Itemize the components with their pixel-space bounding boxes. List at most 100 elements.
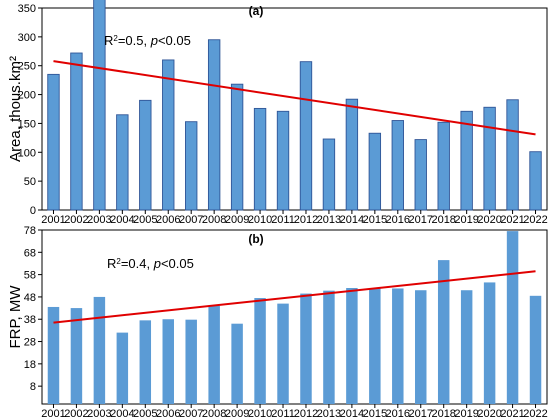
bar	[253, 107, 267, 211]
bar	[460, 110, 473, 211]
bar	[254, 298, 266, 404]
trend-line	[53, 270, 536, 324]
x-tick-label: 2002	[64, 214, 88, 226]
x-tick-label: 2003	[87, 214, 111, 226]
bar	[208, 305, 220, 404]
y-tick-label: 300	[18, 32, 36, 44]
x-tick-label: 2012	[294, 214, 318, 226]
x-tick-label: 2005	[133, 408, 157, 420]
bar	[70, 308, 83, 404]
bar	[483, 106, 496, 211]
x-tick-label: 2007	[179, 214, 203, 226]
bar	[437, 260, 450, 404]
bar	[93, 0, 106, 211]
panel-label: (a)	[249, 4, 264, 18]
bar	[300, 293, 312, 404]
y-tick-label: 58	[24, 270, 36, 282]
bar	[369, 288, 381, 404]
y-tick-label: 0	[30, 205, 36, 217]
y-tick-label: 18	[24, 359, 36, 371]
bar	[506, 99, 519, 211]
bar	[230, 83, 244, 211]
y-tick-label: 50	[24, 176, 36, 188]
y-axis-title: Area, thous.km²	[7, 56, 24, 162]
x-tick-label: 2019	[454, 408, 478, 420]
bar	[276, 110, 290, 211]
x-tick-label: 2010	[248, 214, 272, 226]
x-tick-label: 2022	[523, 214, 547, 226]
x-tick-label: 2020	[477, 408, 501, 420]
y-axis-title: FRP, MW	[7, 285, 24, 349]
bar	[299, 61, 313, 211]
y-tick-label: 38	[24, 314, 36, 326]
x-tick-label: 2006	[156, 408, 180, 420]
x-tick-label: 2007	[179, 408, 203, 420]
plot-frame	[41, 7, 548, 211]
bar	[322, 138, 336, 211]
x-tick-label: 2012	[294, 408, 318, 420]
bar	[47, 306, 60, 404]
stats-annotation: R2=0.4, p<0.05	[107, 256, 194, 271]
x-tick-label: 2016	[386, 214, 410, 226]
bar	[460, 290, 473, 404]
x-tick-label: 2017	[409, 214, 433, 226]
x-tick-label: 2004	[110, 214, 134, 226]
stats-annotation: R2=0.5, p<0.05	[104, 33, 191, 48]
plot-frame	[41, 229, 548, 405]
y-tick-label: 100	[18, 147, 36, 159]
chart-panel-a: 0501001502002503003502001200220032004200…	[7, 0, 548, 226]
bar	[392, 288, 404, 404]
y-tick-label: 200	[18, 90, 36, 102]
x-tick-label: 2015	[363, 214, 387, 226]
bar	[162, 319, 174, 404]
bar	[139, 99, 152, 211]
y-tick-label: 78	[24, 225, 36, 237]
x-tick-label: 2018	[431, 214, 455, 226]
x-tick-label: 2002	[64, 408, 88, 420]
bar	[323, 290, 335, 404]
trend-line	[53, 60, 536, 136]
x-tick-label: 2010	[248, 408, 272, 420]
x-tick-label: 2008	[202, 214, 226, 226]
panel-label: (b)	[248, 232, 263, 246]
x-tick-label: 2003	[87, 408, 111, 420]
x-tick-label: 2021	[500, 214, 524, 226]
bar	[391, 120, 404, 211]
x-tick-label: 2001	[41, 408, 65, 420]
x-tick-label: 2022	[523, 408, 547, 420]
x-tick-label: 2001	[41, 214, 65, 226]
bar	[414, 139, 427, 211]
x-tick-label: 2013	[317, 408, 341, 420]
bar	[139, 320, 152, 404]
bar	[277, 303, 289, 404]
bar	[437, 121, 450, 211]
x-tick-label: 2004	[110, 408, 134, 420]
x-tick-label: 2009	[225, 408, 249, 420]
y-tick-label: 350	[18, 3, 36, 15]
bar	[529, 295, 542, 404]
bar	[116, 114, 129, 211]
bar	[162, 59, 175, 211]
x-tick-label: 2011	[271, 408, 295, 420]
x-tick-label: 2021	[500, 408, 524, 420]
x-tick-label: 2015	[363, 408, 387, 420]
y-tick-label: 8	[30, 381, 36, 393]
y-tick-label: 28	[24, 337, 36, 349]
x-tick-label: 2014	[340, 214, 364, 226]
bar	[70, 52, 83, 211]
bar	[47, 73, 60, 211]
x-tick-label: 2020	[477, 214, 501, 226]
x-tick-label: 2006	[156, 214, 180, 226]
y-tick-label: 48	[24, 292, 36, 304]
x-tick-label: 2005	[133, 214, 157, 226]
bar	[529, 151, 542, 211]
x-tick-label: 2017	[409, 408, 433, 420]
x-tick-label: 2014	[340, 408, 364, 420]
chart-panel-b: 8182838485868782001200220032004200520062…	[7, 225, 548, 420]
x-tick-label: 2018	[431, 408, 455, 420]
x-tick-label: 2013	[317, 214, 341, 226]
bar	[415, 290, 427, 404]
x-tick-label: 2019	[454, 214, 478, 226]
y-tick-label: 150	[18, 118, 36, 130]
